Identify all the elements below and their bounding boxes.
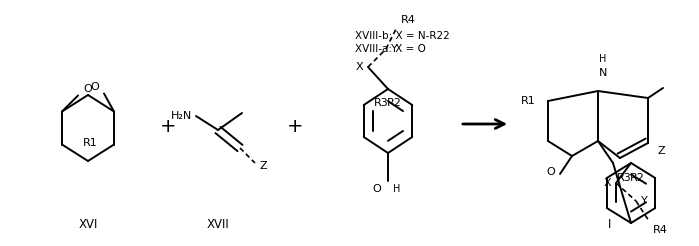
Text: XVIII-a: X = O: XVIII-a: X = O bbox=[355, 44, 426, 54]
Text: H₂N: H₂N bbox=[171, 111, 192, 121]
Text: Z: Z bbox=[260, 161, 268, 171]
Text: X: X bbox=[355, 62, 363, 72]
Text: R4: R4 bbox=[401, 15, 416, 25]
Text: R2: R2 bbox=[630, 173, 645, 183]
Text: +: + bbox=[160, 117, 176, 136]
Text: I: I bbox=[608, 218, 612, 231]
Text: R3: R3 bbox=[374, 98, 389, 108]
Text: O: O bbox=[546, 167, 555, 177]
Text: X: X bbox=[603, 178, 611, 188]
Text: H: H bbox=[599, 54, 607, 64]
Text: Z: Z bbox=[658, 146, 665, 156]
Text: R1: R1 bbox=[521, 96, 536, 106]
Text: XVIII-b: X = N-R22: XVIII-b: X = N-R22 bbox=[355, 31, 449, 41]
Text: O: O bbox=[83, 83, 92, 93]
Text: R4: R4 bbox=[653, 225, 668, 235]
Text: O: O bbox=[373, 184, 381, 194]
Text: H: H bbox=[393, 184, 401, 194]
Text: R3: R3 bbox=[617, 173, 631, 183]
Text: Y: Y bbox=[391, 44, 398, 54]
Text: +: + bbox=[287, 117, 303, 136]
Text: Y: Y bbox=[641, 196, 648, 206]
Text: O: O bbox=[90, 81, 99, 92]
Text: R2: R2 bbox=[387, 98, 402, 108]
Text: XVI: XVI bbox=[78, 218, 98, 231]
Text: XVII: XVII bbox=[207, 218, 229, 231]
Text: N: N bbox=[599, 68, 607, 78]
Text: R1: R1 bbox=[83, 138, 98, 148]
